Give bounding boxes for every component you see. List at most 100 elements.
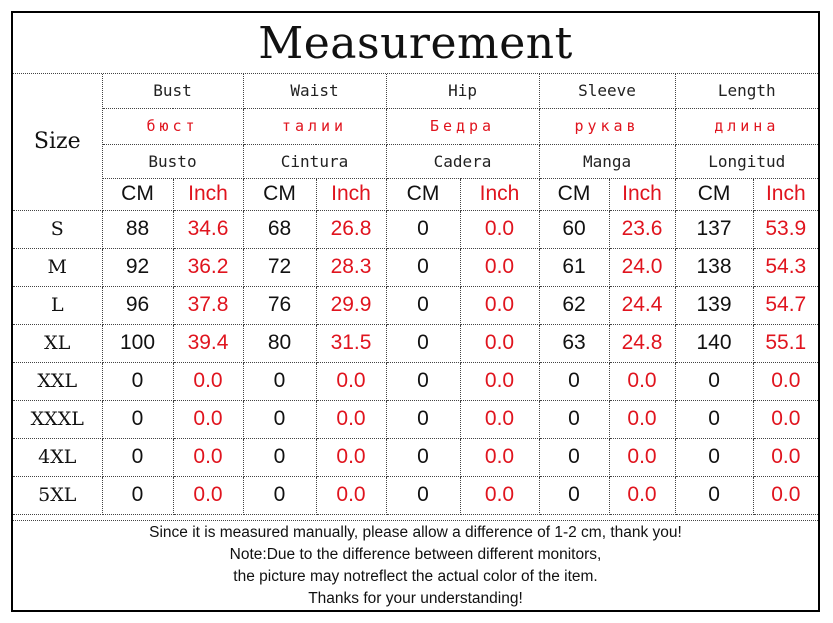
col-header-sleeve: Sleeve [538, 74, 676, 109]
cell-inch: 55.1 [752, 323, 819, 363]
col-header-length-ru: длина [674, 107, 819, 145]
cell-cm: 0 [385, 399, 461, 439]
cell-inch: 0.0 [459, 285, 540, 325]
size-label: 5XL [13, 475, 103, 515]
cell-inch: 39.4 [172, 323, 244, 363]
cell-cm: 0 [101, 361, 174, 401]
unit-cm: CM [538, 177, 610, 211]
size-label: XL [13, 323, 103, 363]
cell-cm: 0 [674, 437, 754, 477]
size-label: L [13, 285, 103, 325]
cell-inch: 0.0 [459, 247, 540, 287]
cell-inch: 26.8 [315, 210, 387, 249]
measurement-chart: Measurement Size Bust Waist Hip Sleeve L… [11, 11, 820, 612]
table-row: XXL 0 0.0 0 0.0 0 0.0 0 0.0 0 0.0 [13, 361, 819, 401]
col-header-length: Length [674, 74, 819, 109]
table-row: L 96 37.8 76 29.9 0 0.0 62 24.4 139 54.7 [13, 285, 819, 325]
cell-cm: 139 [674, 285, 754, 325]
cell-cm: 0 [538, 437, 610, 477]
table-row: S 88 34.6 68 26.8 0 0.0 60 23.6 137 53.9 [13, 210, 819, 249]
cell-inch: 0.0 [608, 399, 676, 439]
table-row: 4XL 0 0.0 0 0.0 0 0.0 0 0.0 0 0.0 [13, 437, 819, 477]
cell-inch: 0.0 [752, 361, 819, 401]
cell-cm: 96 [101, 285, 174, 325]
cell-cm: 68 [242, 210, 317, 249]
cell-inch: 0.0 [315, 361, 387, 401]
cell-inch: 0.0 [315, 475, 387, 515]
cell-inch: 0.0 [172, 437, 244, 477]
cell-inch: 0.0 [172, 361, 244, 401]
cell-cm: 0 [242, 437, 317, 477]
cell-inch: 36.2 [172, 247, 244, 287]
header-row-spanish: Busto Cintura Cadera Manga Longitud [13, 143, 819, 179]
cell-cm: 0 [101, 475, 174, 515]
cell-cm: 0 [674, 361, 754, 401]
cell-cm: 0 [674, 475, 754, 515]
cell-cm: 0 [242, 475, 317, 515]
cell-inch: 0.0 [459, 475, 540, 515]
cell-inch: 37.8 [172, 285, 244, 325]
size-column-header: Size [13, 74, 103, 211]
unit-cm: CM [242, 177, 317, 211]
cell-cm: 63 [538, 323, 610, 363]
cell-cm: 137 [674, 210, 754, 249]
col-header-hip-es: Cadera [385, 143, 540, 179]
table-row: M 92 36.2 72 28.3 0 0.0 61 24.0 138 54.3 [13, 247, 819, 287]
table-row: XXXL 0 0.0 0 0.0 0 0.0 0 0.0 0 0.0 [13, 399, 819, 439]
cell-cm: 0 [385, 361, 461, 401]
cell-inch: 0.0 [172, 475, 244, 515]
cell-cm: 0 [101, 399, 174, 439]
cell-inch: 34.6 [172, 210, 244, 249]
cell-cm: 88 [101, 210, 174, 249]
cell-cm: 60 [538, 210, 610, 249]
cell-inch: 24.8 [608, 323, 676, 363]
table-row: XL 100 39.4 80 31.5 0 0.0 63 24.8 140 55.1 [13, 323, 819, 363]
col-header-waist-es: Cintura [242, 143, 387, 179]
col-header-bust-ru: бюст [102, 107, 244, 145]
col-header-bust-es: Busto [102, 143, 244, 179]
cell-cm: 0 [538, 475, 610, 515]
page-title: Measurement [13, 13, 818, 74]
size-label: S [13, 210, 103, 249]
footer-notes: Since it is measured manually, please al… [13, 520, 818, 610]
col-header-waist: Waist [242, 74, 387, 109]
cell-cm: 140 [674, 323, 754, 363]
cell-cm: 0 [385, 475, 461, 515]
col-header-bust: Bust [101, 74, 244, 109]
cell-cm: 0 [242, 361, 317, 401]
footer-line: the picture may notreflect the actual co… [233, 567, 598, 585]
cell-cm: 0 [242, 399, 317, 439]
cell-cm: 0 [674, 399, 754, 439]
unit-cm: CM [674, 177, 754, 211]
cell-inch: 0.0 [315, 399, 387, 439]
cell-inch: 54.7 [752, 285, 819, 325]
table-row: 5XL 0 0.0 0 0.0 0 0.0 0 0.0 0 0.0 [13, 475, 819, 515]
cell-cm: 0 [385, 323, 461, 363]
col-header-sleeve-es: Manga [538, 143, 676, 179]
col-header-sleeve-ru: рукав [538, 107, 676, 145]
unit-inch: Inch [459, 177, 540, 211]
cell-cm: 76 [242, 285, 317, 325]
cell-cm: 62 [538, 285, 610, 325]
cell-cm: 0 [385, 247, 461, 287]
size-label: XXL [13, 361, 103, 401]
unit-row: CM Inch CM Inch CM Inch CM Inch CM Inch [13, 177, 819, 211]
unit-cm: CM [385, 177, 461, 211]
col-header-hip: Hip [385, 74, 540, 109]
unit-inch: Inch [608, 177, 676, 211]
size-table: Size Bust Waist Hip Sleeve Length бюст т… [13, 74, 819, 515]
footer-line: Note:Due to the difference between diffe… [229, 545, 602, 563]
cell-inch: 0.0 [459, 210, 540, 249]
footer-line: Thanks for your understanding! [308, 589, 523, 607]
unit-cm: CM [102, 177, 174, 211]
cell-inch: 0.0 [752, 475, 819, 515]
unit-inch: Inch [172, 177, 244, 211]
footer-line: Since it is measured manually, please al… [149, 523, 682, 541]
cell-cm: 0 [538, 399, 610, 439]
cell-cm: 0 [101, 437, 174, 477]
cell-inch: 0.0 [608, 437, 676, 477]
cell-inch: 0.0 [315, 437, 387, 477]
cell-cm: 0 [385, 210, 461, 249]
cell-cm: 80 [242, 323, 317, 363]
header-row-english: Size Bust Waist Hip Sleeve Length [13, 74, 819, 211]
